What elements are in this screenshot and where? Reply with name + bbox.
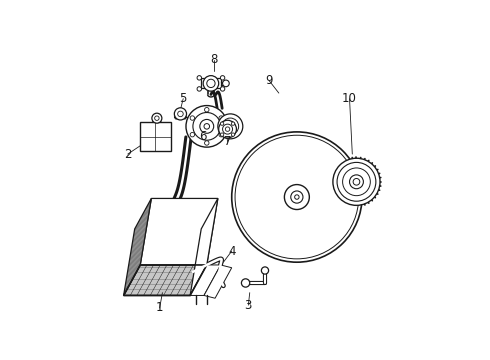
Text: 8: 8 xyxy=(210,53,218,66)
Text: 3: 3 xyxy=(245,299,252,312)
Circle shape xyxy=(220,87,225,91)
Circle shape xyxy=(220,76,225,80)
Text: 9: 9 xyxy=(266,74,273,87)
Circle shape xyxy=(222,124,233,134)
Circle shape xyxy=(174,108,187,120)
Circle shape xyxy=(333,158,380,205)
Circle shape xyxy=(231,122,235,125)
Polygon shape xyxy=(153,119,161,122)
Polygon shape xyxy=(292,209,323,253)
Circle shape xyxy=(152,113,162,123)
Circle shape xyxy=(337,162,376,201)
Circle shape xyxy=(291,191,303,203)
Polygon shape xyxy=(303,208,354,225)
Text: 10: 10 xyxy=(342,92,357,105)
Circle shape xyxy=(218,114,243,139)
Polygon shape xyxy=(190,265,220,296)
Text: 4: 4 xyxy=(228,244,236,258)
Circle shape xyxy=(220,122,224,125)
Circle shape xyxy=(219,116,223,120)
Polygon shape xyxy=(190,198,218,296)
Circle shape xyxy=(242,279,250,287)
Circle shape xyxy=(204,108,209,112)
Circle shape xyxy=(222,80,229,87)
Polygon shape xyxy=(140,122,171,150)
Circle shape xyxy=(190,116,195,120)
Circle shape xyxy=(232,132,362,262)
Circle shape xyxy=(200,120,214,133)
Text: 6: 6 xyxy=(199,130,206,143)
Circle shape xyxy=(203,76,219,91)
Circle shape xyxy=(219,120,237,138)
Circle shape xyxy=(193,112,220,140)
Polygon shape xyxy=(174,117,187,119)
Polygon shape xyxy=(295,139,318,188)
Text: 2: 2 xyxy=(124,148,131,161)
Polygon shape xyxy=(123,198,151,296)
Circle shape xyxy=(231,133,235,136)
Polygon shape xyxy=(201,78,220,89)
Polygon shape xyxy=(204,265,232,298)
Circle shape xyxy=(197,76,201,80)
Circle shape xyxy=(261,267,269,274)
Circle shape xyxy=(220,133,224,136)
Circle shape xyxy=(343,168,370,196)
Polygon shape xyxy=(123,265,207,296)
Circle shape xyxy=(204,141,209,145)
Circle shape xyxy=(284,185,309,210)
Circle shape xyxy=(219,132,223,137)
Circle shape xyxy=(197,87,201,91)
Polygon shape xyxy=(250,154,296,184)
Text: 7: 7 xyxy=(224,135,231,148)
Circle shape xyxy=(222,118,239,135)
Polygon shape xyxy=(239,183,286,211)
Circle shape xyxy=(186,105,227,147)
Polygon shape xyxy=(140,198,218,265)
Circle shape xyxy=(349,175,364,189)
Polygon shape xyxy=(264,201,285,250)
Polygon shape xyxy=(310,159,347,199)
Text: 1: 1 xyxy=(156,301,163,314)
Circle shape xyxy=(190,132,195,137)
Text: 5: 5 xyxy=(179,92,187,105)
